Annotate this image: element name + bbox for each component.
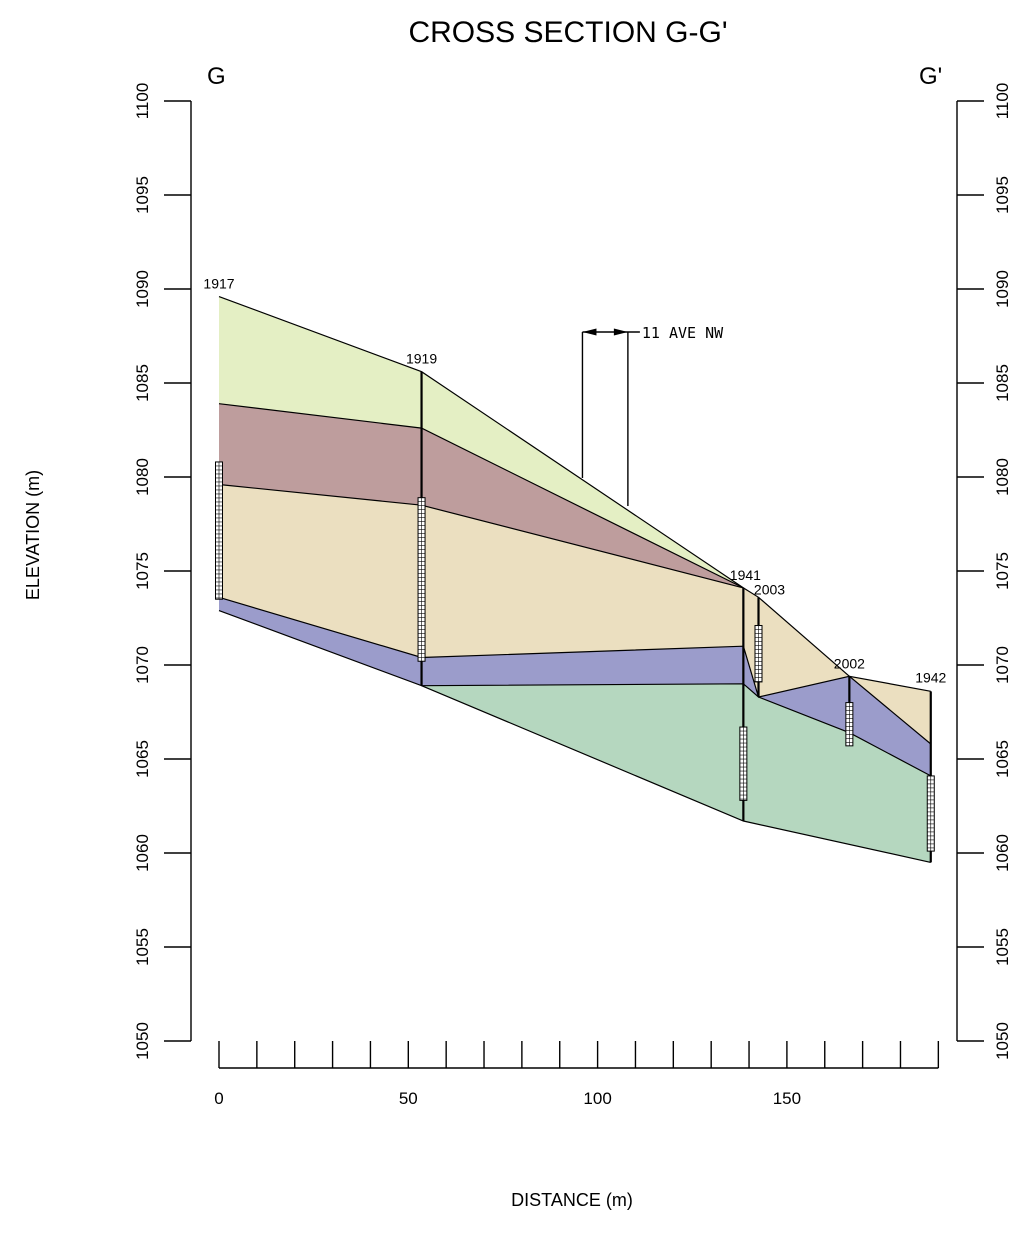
axes: 1050 1050 1055 1055 1060 1060 1065 1065 1070 1070… bbox=[133, 83, 1012, 1108]
left-y-tick-label: 1090 bbox=[133, 270, 152, 308]
right-y-tick-label: 1080 bbox=[993, 458, 1012, 496]
arrow-right-icon bbox=[613, 328, 628, 336]
layer-topsoil bbox=[219, 296, 744, 588]
x-tick-label: 0 bbox=[214, 1089, 223, 1108]
left-y-tick-label: 1100 bbox=[133, 83, 152, 120]
contact-line bbox=[218, 609, 932, 777]
right-y-tick-label: 1050 bbox=[993, 1022, 1012, 1060]
diagram-title: CROSS SECTION G-G' bbox=[408, 16, 727, 49]
borehole-label: 2002 bbox=[834, 655, 865, 671]
contact-line bbox=[218, 596, 932, 745]
arrow-left-icon bbox=[582, 328, 597, 336]
right-y-tick-label: 1070 bbox=[993, 646, 1012, 684]
x-tick-label: 50 bbox=[399, 1089, 418, 1108]
road-label: 11 AVE NW bbox=[642, 324, 724, 342]
layer-clay bbox=[219, 403, 744, 588]
borehole-label: 1941 bbox=[730, 567, 761, 583]
right-y-tick-label: 1100 bbox=[993, 83, 1012, 120]
layer-bedrock bbox=[421, 683, 931, 863]
section-end-label: G' bbox=[919, 63, 942, 90]
section-start-label: G bbox=[207, 63, 226, 90]
y-axis-title: ELEVATION (m) bbox=[23, 470, 43, 600]
stratigraphic-layers bbox=[219, 296, 931, 863]
left-y-tick-label: 1095 bbox=[133, 176, 152, 214]
borehole-label: 1917 bbox=[203, 276, 234, 292]
borehole-label: 2003 bbox=[754, 581, 785, 597]
left-y-tick-label: 1080 bbox=[133, 458, 152, 496]
borehole-label: 1942 bbox=[915, 669, 946, 685]
left-y-tick-label: 1065 bbox=[133, 740, 152, 778]
borehole-label: 1919 bbox=[406, 351, 437, 367]
left-y-tick-label: 1055 bbox=[133, 928, 152, 966]
road-marker: 11 AVE NW bbox=[581, 324, 724, 506]
right-y-tick-label: 1085 bbox=[993, 364, 1012, 402]
left-y-tick-label: 1070 bbox=[133, 646, 152, 684]
right-y-tick-label: 1090 bbox=[993, 270, 1012, 308]
x-axis-title: DISTANCE (m) bbox=[511, 1190, 633, 1210]
x-tick-label: 100 bbox=[583, 1089, 611, 1108]
right-y-tick-label: 1060 bbox=[993, 834, 1012, 872]
x-tick-label: 150 bbox=[773, 1089, 801, 1108]
left-y-tick-label: 1050 bbox=[133, 1022, 152, 1060]
layer-sand bbox=[219, 484, 931, 744]
left-y-tick-label: 1060 bbox=[133, 834, 152, 872]
right-y-tick-label: 1055 bbox=[993, 928, 1012, 966]
right-y-tick-label: 1095 bbox=[993, 176, 1012, 214]
right-y-tick-label: 1075 bbox=[993, 552, 1012, 590]
right-y-tick-label: 1065 bbox=[993, 740, 1012, 778]
contact-line bbox=[218, 295, 931, 692]
left-y-tick-label: 1085 bbox=[133, 364, 152, 402]
left-y-tick-label: 1075 bbox=[133, 552, 152, 590]
